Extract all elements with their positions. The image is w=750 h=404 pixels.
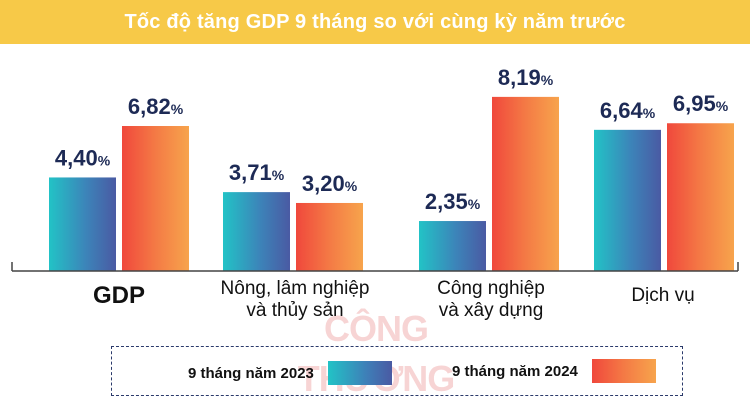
data-label-2023-1: 3,71% [229,160,285,185]
bar-2024-2 [492,96,559,271]
legend-item-2023: 9 tháng năm 2023 [188,361,392,385]
bar-2024-3 [667,123,734,271]
legend-label-2024: 9 tháng năm 2024 [452,362,578,380]
bar-2024-0 [122,126,189,271]
data-label-2024-3: 6,95% [673,91,729,116]
category-label-0-line-0: GDP [92,282,145,309]
category-label-0: GDP [29,282,209,309]
chart-title: Tốc độ tăng GDP 9 tháng so với cùng kỳ n… [124,10,626,33]
bar-2023-1 [223,192,290,271]
data-label-2023-2: 2,35% [425,189,481,214]
category-label-2-line-0: Công nghiệp [437,278,545,299]
data-label-2023-0: 4,40% [55,145,111,170]
category-label-2: Công nghiệp và xây dựng [401,278,581,322]
legend-swatch-2023 [327,361,392,385]
category-label-1: Nông, lâm nghiệp và thủy sản [205,278,385,322]
data-label-2024-2: 8,19% [498,65,554,90]
data-label-2024-1: 3,20% [302,171,358,196]
category-label-3: Dịch vụ [573,285,750,307]
bar-2023-3 [594,129,661,271]
category-label-1-line-1: và thủy sản [246,300,344,321]
legend-item-2024: 9 tháng năm 2024 [452,359,656,383]
data-label-2024-0: 6,82% [128,94,184,119]
bar-2024-1 [296,202,363,271]
legend: 9 tháng năm 2023 9 tháng năm 2024 [111,346,683,396]
bar-2023-2 [419,221,486,271]
legend-label-2023: 9 tháng năm 2023 [188,364,314,382]
bar-2023-0 [49,177,116,271]
category-label-2-line-1: và xây dựng [438,300,544,321]
category-label-3-line-0: Dịch vụ [631,285,695,306]
category-label-1-line-0: Nông, lâm nghiệp [220,278,370,299]
legend-swatch-2024 [591,359,656,383]
chart-title-bar: Tốc độ tăng GDP 9 tháng so với cùng kỳ n… [0,0,750,44]
data-label-2023-3: 6,64% [600,98,656,123]
